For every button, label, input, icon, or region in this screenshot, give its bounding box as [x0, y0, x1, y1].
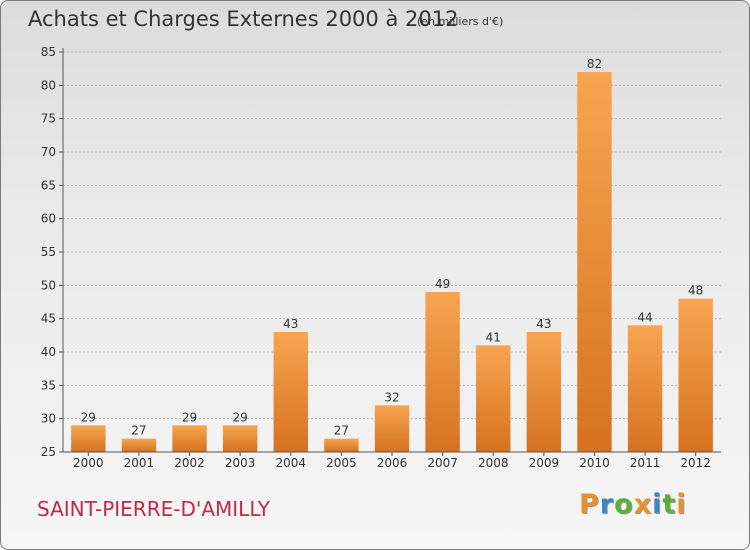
y-tick-label: 85 — [41, 45, 56, 59]
logo-letter: r — [599, 489, 615, 520]
bar-data-label: 48 — [688, 284, 703, 298]
city-name: SAINT-PIERRE-D'AMILLY — [37, 497, 271, 521]
y-tick-label: 35 — [41, 378, 56, 392]
bar — [577, 72, 612, 452]
y-tick-label: 55 — [41, 245, 56, 259]
x-tick-label: 2010 — [579, 456, 610, 470]
x-tick-label: 2004 — [275, 456, 306, 470]
y-tick-label: 70 — [41, 145, 56, 159]
y-tick-label: 40 — [41, 345, 56, 359]
logo-letter: o — [614, 489, 634, 520]
bar — [374, 405, 410, 452]
bar-data-label: 82 — [587, 57, 602, 71]
chart-title: Achats et Charges Externes 2000 à 2012 — [28, 7, 459, 31]
x-tick-label: 2012 — [680, 456, 711, 470]
bar-data-label: 29 — [182, 410, 197, 424]
bar-data-label: 43 — [536, 317, 551, 331]
x-tick-label: 2002 — [174, 456, 205, 470]
y-tick-label: 60 — [41, 212, 56, 226]
bar — [172, 425, 207, 452]
y-tick-label: 25 — [41, 445, 56, 459]
logo-letter: t — [662, 489, 677, 520]
bar — [526, 332, 562, 452]
bar — [121, 438, 157, 452]
x-tick-label: 2005 — [326, 456, 357, 470]
bar — [476, 345, 511, 452]
x-tick-label: 2008 — [478, 456, 509, 470]
y-tick-label: 75 — [41, 112, 56, 126]
axes: 25 30 35 40 45 50 55 60 65 70 75 80 85 2000 2001 2002 20… — [41, 45, 721, 470]
bar — [678, 298, 713, 452]
x-tick-label: 2009 — [529, 456, 560, 470]
bar-data-label: 27 — [131, 424, 146, 438]
bars: 29 27 29 29 43 27 32 49 41 43 82 44 48 — [71, 57, 713, 452]
bar-data-label: 32 — [384, 390, 399, 404]
bar — [425, 292, 460, 452]
bar — [222, 425, 258, 452]
bar-data-label: 29 — [81, 410, 96, 424]
x-tick-label: 2011 — [630, 456, 661, 470]
logo-letter: P — [579, 489, 600, 520]
logo-letter: i — [676, 489, 687, 520]
bar-data-label: 43 — [283, 317, 298, 331]
y-tick-label: 45 — [41, 312, 56, 326]
y-tick-label: 50 — [41, 278, 56, 292]
bar-data-label: 44 — [637, 310, 652, 324]
bar-data-label: 29 — [233, 410, 248, 424]
bar — [627, 325, 663, 452]
bar — [71, 425, 106, 452]
logo-letter: i — [652, 489, 663, 520]
proxiti-logo: Proxiti — [579, 489, 687, 520]
x-tick-label: 2007 — [427, 456, 458, 470]
chart-subtitle: (en milliers d'€) — [417, 15, 504, 28]
y-tick-label: 80 — [41, 78, 56, 92]
bar-data-label: 27 — [334, 424, 349, 438]
y-tick-label: 30 — [41, 412, 56, 426]
bar-data-label: 49 — [435, 277, 450, 291]
bar — [273, 332, 308, 452]
bar — [324, 438, 359, 452]
x-tick-label: 2000 — [73, 456, 104, 470]
logo-letter: x — [633, 489, 653, 520]
x-tick-label: 2001 — [124, 456, 155, 470]
grid-lines — [63, 51, 721, 420]
bar-data-label: 41 — [486, 330, 501, 344]
x-tick-label: 2003 — [225, 456, 256, 470]
y-tick-label: 65 — [41, 178, 56, 192]
x-tick-label: 2006 — [377, 456, 408, 470]
